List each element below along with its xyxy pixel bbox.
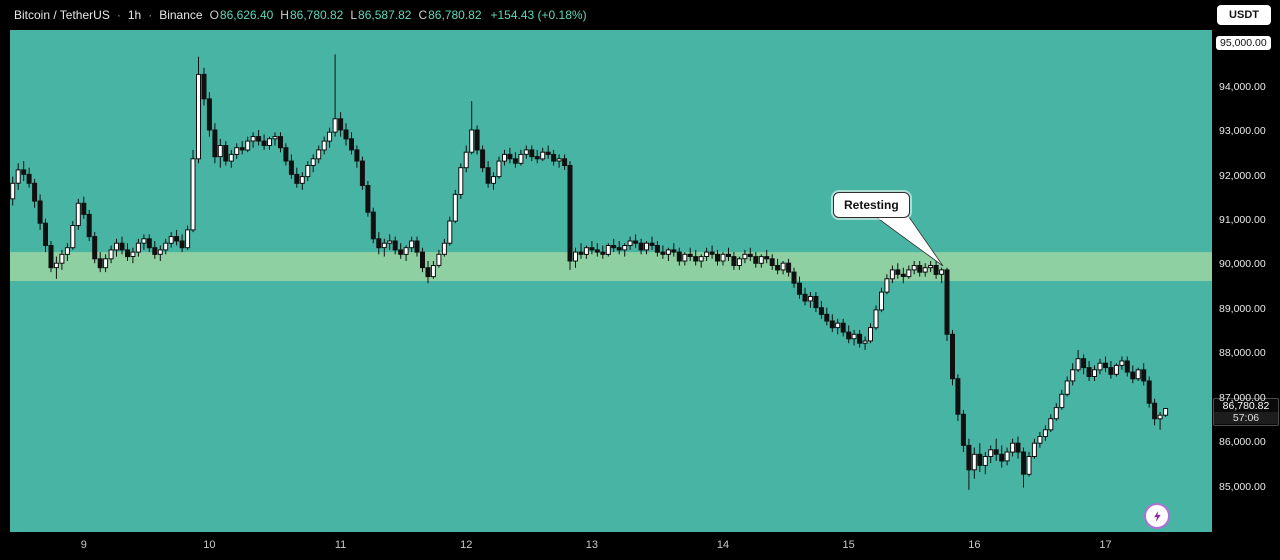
interval-label[interactable]: 1h [127,8,142,22]
ohlc-close: C 86,780.82 [418,8,482,22]
price-tick-label: 88,000.00 [1219,347,1266,360]
topbar: Bitcoin / TetherUS · 1h · Binance O 86,6… [0,0,1280,30]
lightning-bolt-icon [1153,510,1161,522]
price-tick-label: 93,000.00 [1219,125,1266,138]
symbol-name[interactable]: Bitcoin / TetherUS [14,8,110,22]
tradingview-logo[interactable] [1144,503,1170,529]
time-tick-label: 15 [842,539,855,551]
price-tick-label: 89,000.00 [1219,302,1266,315]
time-tick-label: 17 [1099,539,1112,551]
bar-countdown: 57:06 [1214,412,1278,425]
time-axis[interactable]: 9 10 11 12 13 14 15 16 17 [0,532,1280,560]
price-tick-label: 87,000.00 [1219,391,1266,404]
price-tick-label: 94,000.00 [1219,80,1266,93]
price-tick-label: 92,000.00 [1219,169,1266,182]
ohlc-low: L 86,587.82 [350,8,412,22]
current-price-value: 86,780.82 [1222,400,1270,413]
time-tick-label: 14 [716,539,730,551]
ohlc-open: O 86,626.40 [209,8,274,22]
time-tick-label: 10 [203,539,216,551]
exchange-label: Binance [159,8,203,22]
price-change: +154.43 (+0.18%) [490,8,587,22]
currency-toggle-button[interactable]: USDT [1217,5,1271,25]
separator-dot: · [116,8,121,22]
price-tick-label: 91,000.00 [1219,214,1266,227]
price-tick-label: 86,000.00 [1219,436,1266,449]
price-level-label: 95,000.00 [1216,36,1271,51]
time-tick-label: 11 [334,539,347,551]
time-tick-label: 9 [80,539,87,551]
ohlc-high: H 86,780.82 [280,8,344,22]
retesting-annotation[interactable]: Retesting [833,192,910,218]
time-tick-label: 12 [460,539,473,551]
price-tick-label: 90,000.00 [1219,258,1266,271]
chart-canvas[interactable] [10,30,1212,532]
time-tick-label: 16 [968,539,981,551]
price-tick-label: 85,000.00 [1219,480,1266,493]
candlestick-plot [10,30,1212,532]
time-tick-label: 13 [585,539,598,551]
price-axis[interactable]: 86,780.82 57:06 95,000.00 94,000.00 93,000… [1212,30,1280,532]
current-price-badge: 86,780.82 57:06 [1213,398,1279,427]
separator-dot: · [148,8,153,22]
symbol-info-bar: Bitcoin / TetherUS · 1h · Binance O 86,6… [14,8,587,22]
